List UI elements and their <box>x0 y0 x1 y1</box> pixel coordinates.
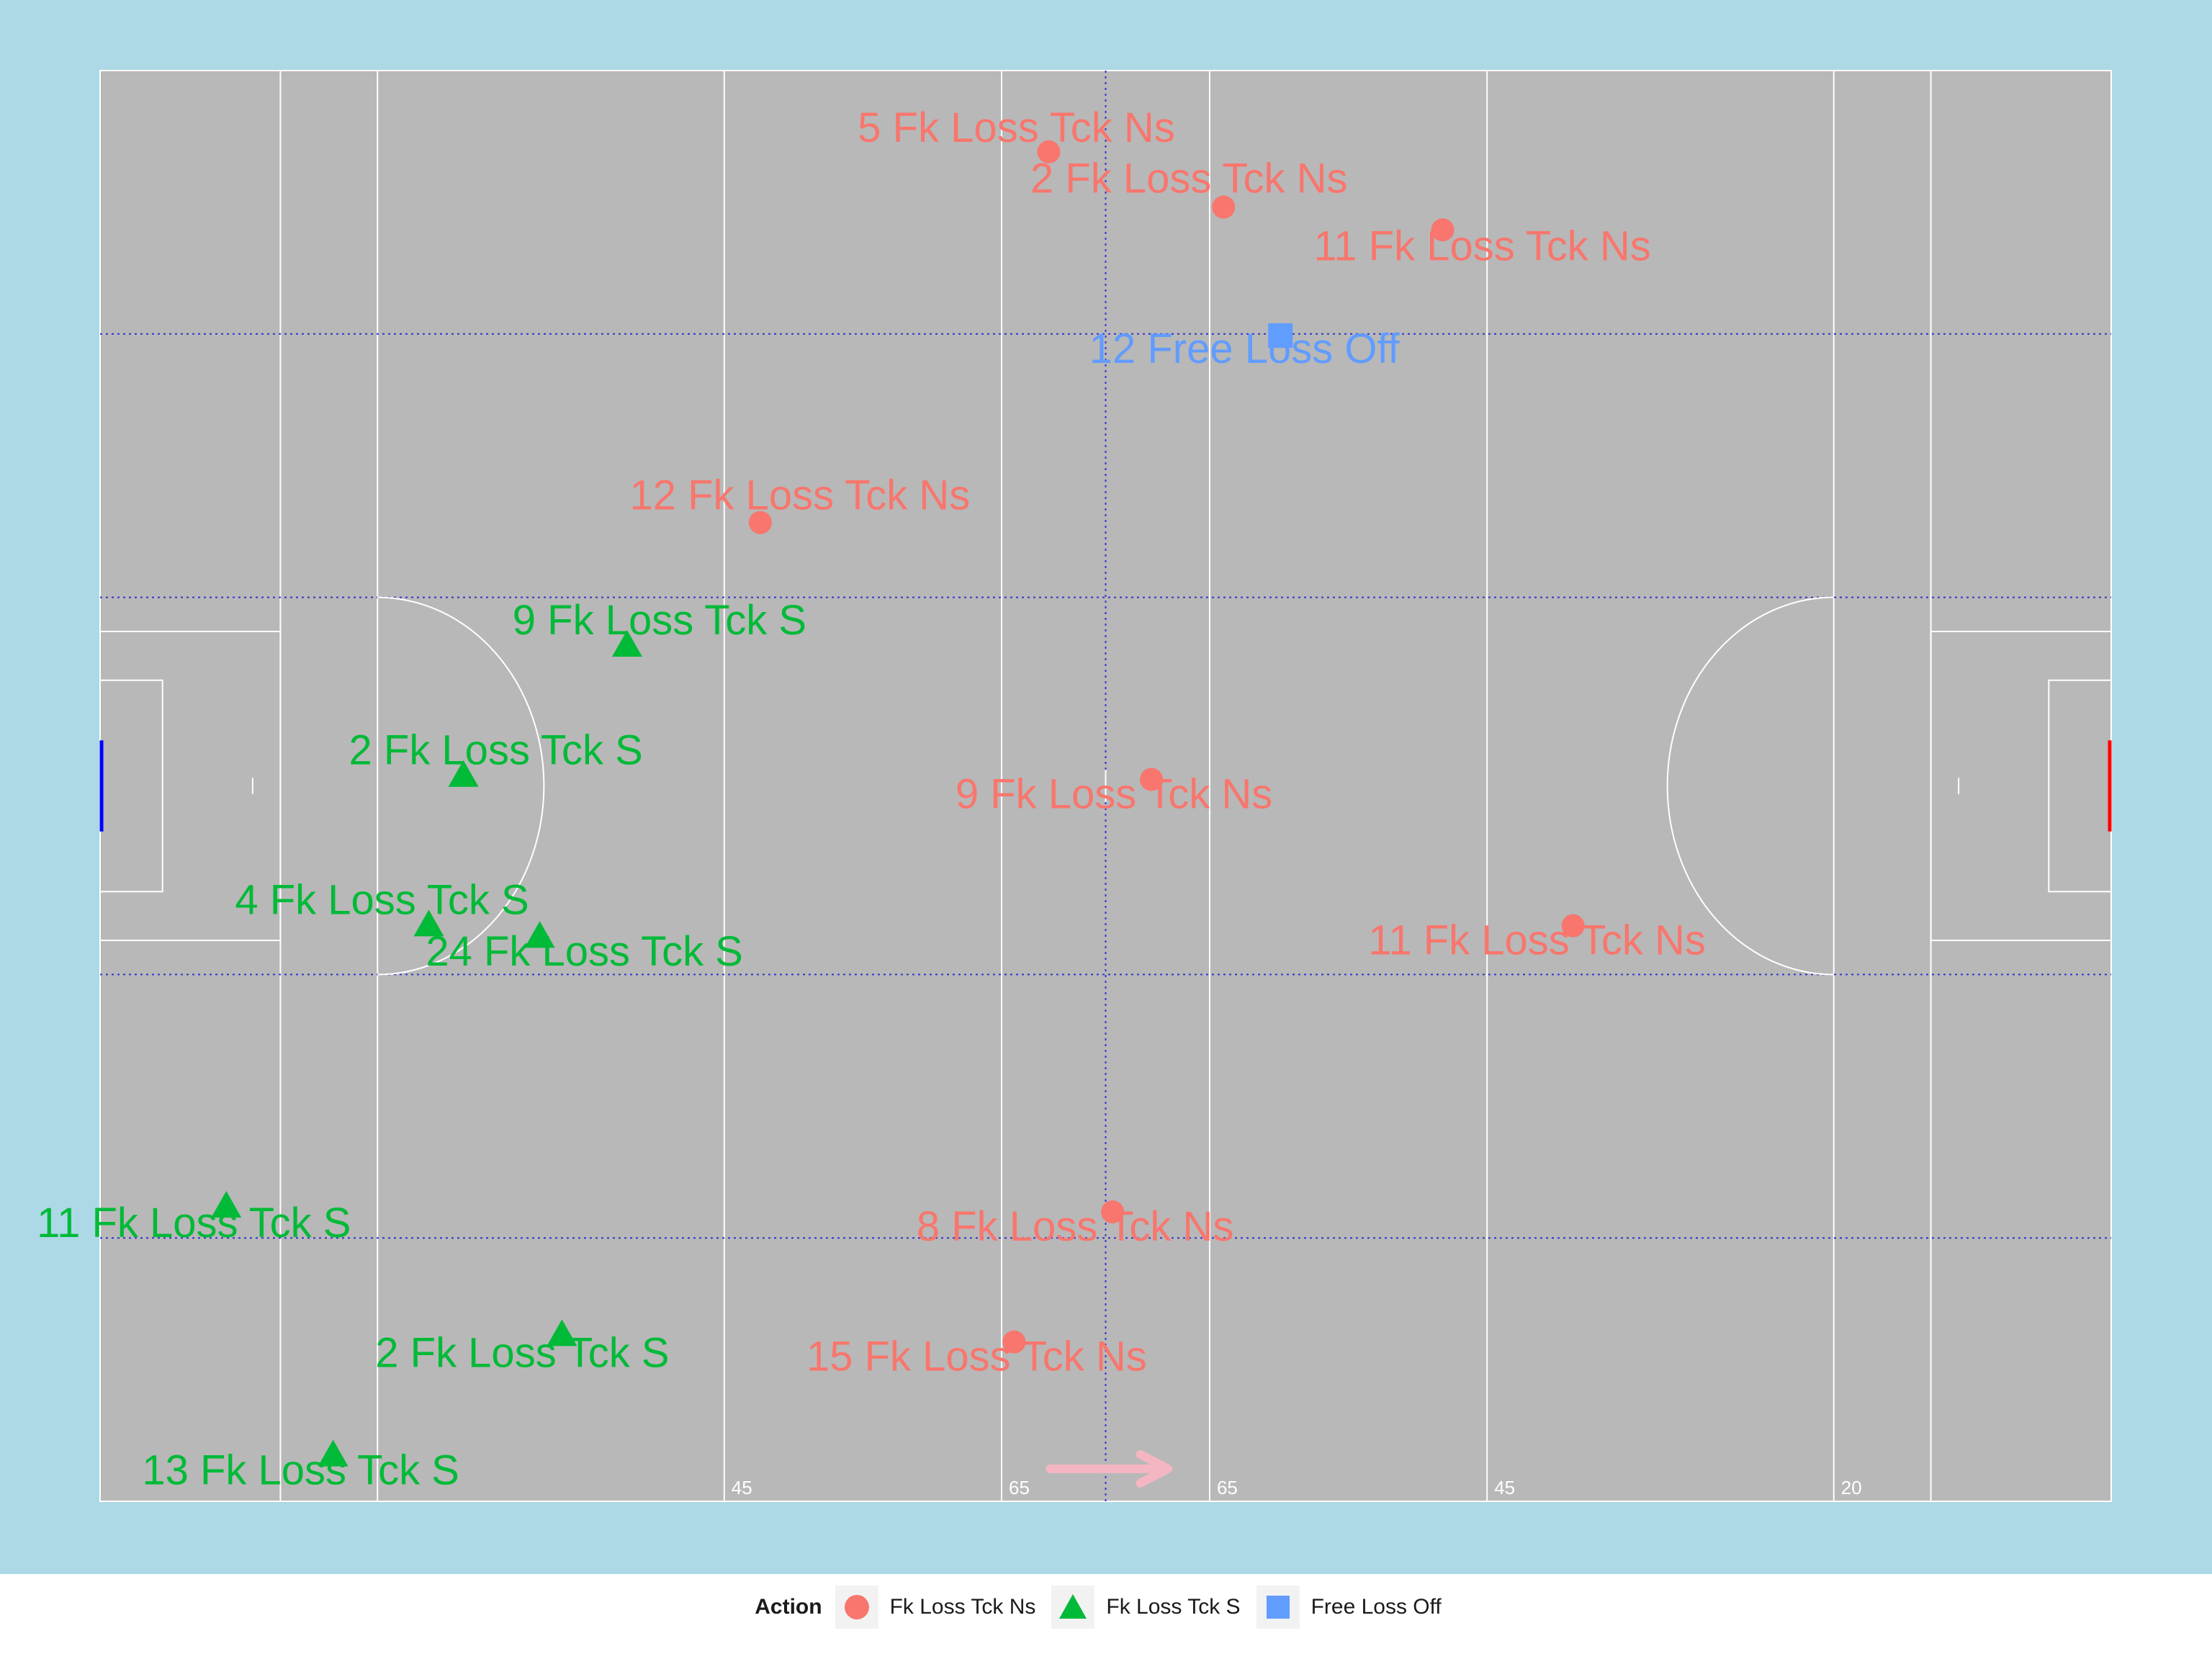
pitch-marking-label: 45 <box>732 1477 752 1498</box>
data-points <box>211 140 1585 1467</box>
data-point-triangle <box>611 630 642 657</box>
data-point-triangle <box>413 909 444 937</box>
legend-key-circle-icon <box>835 1586 878 1629</box>
legend-key-triangle-icon <box>1051 1586 1095 1629</box>
legend-label: Fk Loss Tck S <box>1106 1595 1241 1619</box>
legend-item-free-loss-off: Free Loss Off <box>1256 1586 1442 1629</box>
data-label: 2 Fk Loss Tck Ns <box>1030 156 1348 202</box>
data-label: 24 Fk Loss Tck S <box>426 928 743 975</box>
data-point-circle <box>1431 218 1455 242</box>
legend-label: Fk Loss Tck Ns <box>889 1595 1036 1619</box>
data-point-circle <box>1140 768 1164 791</box>
arc-right <box>1667 596 1834 976</box>
data-point-circle <box>1037 140 1061 163</box>
legend-key-square-icon <box>1256 1586 1300 1629</box>
arc-left <box>377 596 544 976</box>
data-label: 8 Fk Loss Tck Ns <box>917 1203 1234 1250</box>
data-point-circle <box>1002 1330 1026 1354</box>
legend: Action Fk Loss Tck Ns Fk Loss Tck S Free… <box>0 1578 2212 1636</box>
data-label: 12 Fk Loss Tck Ns <box>629 472 970 519</box>
pitch-marking-labels: 45 65 65 45 20 <box>732 1477 1862 1498</box>
pitch-marking-label: 45 <box>1494 1477 1515 1498</box>
data-point-circle <box>1101 1200 1125 1224</box>
data-label: 5 Fk Loss Tck Ns <box>858 104 1175 151</box>
data-label: 2 Fk Loss Tck S <box>349 727 643 774</box>
arrow-head <box>1136 1449 1173 1488</box>
data-label: 2 Fk Loss Tck S <box>375 1329 669 1376</box>
pitch-marking-label: 20 <box>1841 1477 1862 1498</box>
data-label: 9 Fk Loss Tck Ns <box>956 770 1273 817</box>
data-label: 11 Fk Loss Tck Ns <box>1313 222 1650 269</box>
data-point-circle <box>1212 195 1236 219</box>
legend-title: Action <box>755 1595 822 1619</box>
data-point-triangle <box>524 921 555 948</box>
data-label: 12 Free Loss Off <box>1089 325 1401 372</box>
legend-item-fk-loss-tck-s: Fk Loss Tck S <box>1051 1586 1241 1629</box>
data-label: 11 Fk Loss Tck Ns <box>1368 917 1705 964</box>
data-point-circle <box>1561 914 1585 938</box>
data-point-square <box>1268 323 1293 349</box>
data-point-triangle <box>547 1319 577 1346</box>
pitch-marking-label: 65 <box>1217 1477 1238 1498</box>
data-label: 4 Fk Loss Tck S <box>235 876 529 923</box>
legend-item-fk-loss-tck-ns: Fk Loss Tck Ns <box>835 1586 1036 1629</box>
data-point-triangle <box>448 760 479 787</box>
data-point-triangle <box>211 1191 242 1218</box>
legend-label: Free Loss Off <box>1310 1595 1442 1619</box>
data-point-circle <box>748 511 772 534</box>
data-label: 13 Fk Loss Tck S <box>142 1447 459 1494</box>
data-label: 9 Fk Loss Tck S <box>513 597 806 644</box>
data-labels: 5 Fk Loss Tck Ns 2 Fk Loss Tck Ns 11 Fk Lo… <box>37 104 1706 1494</box>
pitch-marking-label: 65 <box>1009 1477 1030 1498</box>
pitch-lines <box>99 71 2113 1501</box>
data-point-triangle <box>318 1439 349 1467</box>
attack-direction-arrow-icon <box>1046 1449 1173 1488</box>
data-label: 15 Fk Loss Tck Ns <box>806 1334 1147 1380</box>
data-label: 11 Fk Loss Tck S <box>37 1200 351 1246</box>
